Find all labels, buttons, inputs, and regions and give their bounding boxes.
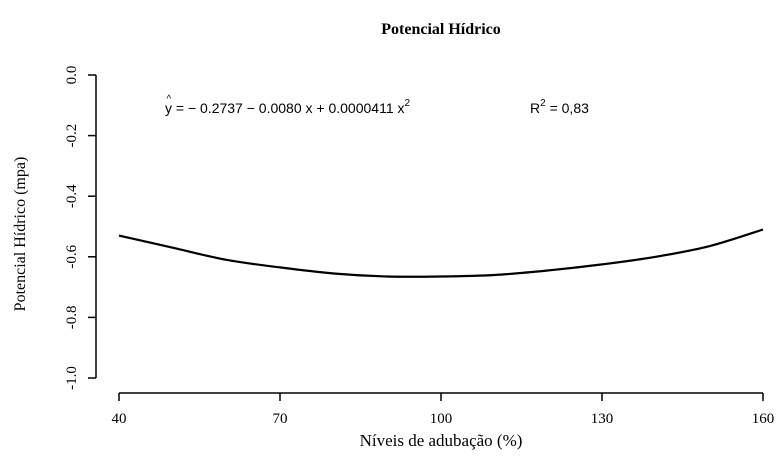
r-squared-value: = 0,83: [546, 100, 589, 116]
y-tick-label: 0.0: [64, 66, 80, 85]
x-tick-label: 40: [112, 411, 127, 427]
fitted-curve: [118, 228, 764, 278]
y-tick-label: -0.2: [64, 124, 80, 148]
x-tick-label: 160: [752, 411, 775, 427]
y-tick-label: -0.4: [64, 184, 80, 208]
equation-exponent: 2: [405, 98, 411, 109]
x-axis-label: Níveis de adubação (%): [360, 431, 523, 450]
chart-title: Potencial Hídrico: [381, 21, 501, 38]
x-tick-label: 130: [591, 411, 614, 427]
r-squared-exponent: 2: [540, 98, 546, 109]
x-tick-label: 70: [273, 411, 288, 427]
equation-text: y = − 0.2737 − 0.0080 x + 0.0000411 x: [165, 100, 405, 116]
y-tick-label: -1.0: [64, 366, 80, 390]
y-hat-mark: ^: [167, 94, 172, 105]
r-squared: R2 = 0,83: [530, 98, 589, 116]
r-squared-symbol: R: [530, 100, 540, 116]
x-tick-label: 100: [430, 411, 453, 427]
x-axis-ticks: 40 70 100 130 160: [112, 393, 775, 427]
y-axis-ticks: 0.0 -0.2 -0.4 -0.6 -0.8 -1.0: [64, 66, 96, 390]
y-axis-label: Potencial Hídrico (mpa): [12, 157, 29, 312]
y-tick-label: -0.8: [64, 306, 80, 330]
regression-equation: y = − 0.2737 − 0.0080 x + 0.0000411 x2: [165, 98, 411, 116]
y-tick-label: -0.6: [64, 244, 80, 268]
